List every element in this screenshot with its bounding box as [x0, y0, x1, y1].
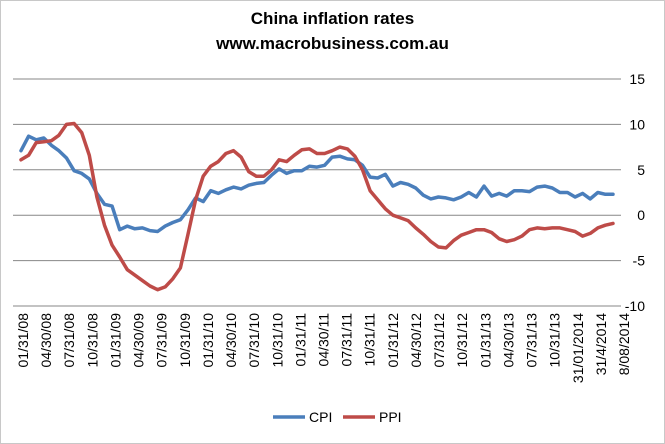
x-tick-label: 10/31/12 — [454, 313, 470, 368]
x-tick-label: 07/31/13 — [524, 313, 540, 368]
x-tick-label: 01/31/09 — [107, 313, 123, 368]
legend-label-ppi: PPI — [379, 409, 402, 425]
x-tick-label: 01/31/11 — [292, 313, 308, 367]
y-tick-label: 15 — [629, 71, 645, 87]
x-tick-label: 04/30/13 — [500, 313, 516, 368]
x-tick-label: 31/4/2014 — [593, 313, 609, 375]
series-line-cpi — [19, 134, 615, 234]
x-tick-label: 04/30/10 — [223, 313, 239, 368]
y-tick-label: -10 — [625, 298, 645, 314]
x-tick-label: 10/31/11 — [362, 313, 378, 367]
x-tick-label: 10/31/13 — [547, 313, 563, 368]
y-tick-label: -5 — [633, 253, 646, 269]
series-line-ppi — [19, 121, 615, 292]
x-tick-label: 07/31/10 — [246, 313, 262, 368]
x-tick-label: 01/31/08 — [15, 313, 31, 368]
x-tick-label: 31/01/2014 — [570, 313, 586, 383]
x-tick-label: 07/31/12 — [431, 313, 447, 368]
chart-title: China inflation rates — [250, 9, 415, 28]
x-tick-label: 07/31/08 — [61, 313, 77, 368]
x-tick-label: 10/31/09 — [177, 313, 193, 368]
legend-label-cpi: CPI — [309, 409, 332, 425]
y-tick-label: 0 — [637, 207, 645, 223]
y-tick-label: 10 — [629, 116, 645, 132]
x-tick-label: 01/31/13 — [477, 313, 493, 368]
chart-subtitle: www.macrobusiness.com.au — [216, 34, 449, 53]
x-tick-label: 04/30/12 — [408, 313, 424, 368]
x-tick-label: 01/31/10 — [200, 313, 216, 368]
x-tick-label: 10/31/10 — [269, 313, 285, 368]
series-lines — [19, 121, 615, 292]
x-tick-label: 04/30/09 — [131, 313, 147, 368]
x-tick-label: 01/31/12 — [385, 313, 401, 368]
y-axis-ticks: -10 -5 0 5 10 15 — [625, 71, 645, 314]
x-tick-label: 04/30/08 — [38, 313, 54, 368]
x-tick-label: 07/31/09 — [154, 313, 170, 368]
x-tick-label: 10/31/08 — [84, 313, 100, 368]
y-tick-label: 5 — [637, 162, 645, 178]
x-tick-label: 04/30/11 — [316, 313, 332, 367]
x-tick-label: 07/31/11 — [339, 313, 355, 367]
x-tick-label: 8/08/2014 — [616, 313, 632, 375]
legend: CPI PPI — [273, 409, 402, 425]
x-axis-ticks: 01/31/08 04/30/08 07/31/08 10/31/08 01/31/09… — [15, 313, 632, 383]
